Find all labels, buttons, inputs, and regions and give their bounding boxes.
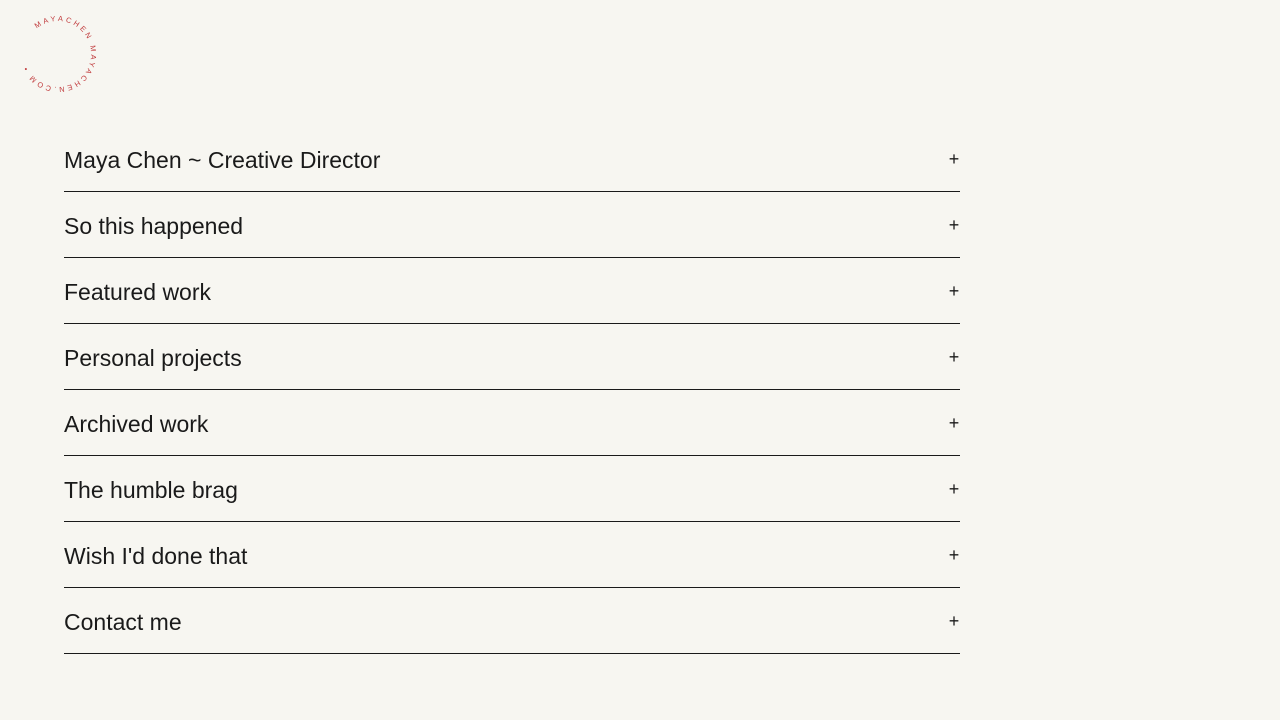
plus-icon[interactable]: + bbox=[948, 347, 960, 367]
plus-icon[interactable]: + bbox=[948, 479, 960, 499]
accordion-item-label: Wish I'd done that bbox=[64, 543, 248, 569]
logo[interactable]: MAYACHEN MAYACHEN.COM • bbox=[16, 12, 100, 96]
accordion-item-label: So this happened bbox=[64, 213, 244, 239]
svg-text:MAYACHEN MAYACHEN.COM •: MAYACHEN MAYACHEN.COM • bbox=[16, 12, 100, 96]
accordion-item[interactable]: Maya Chen ~ Creative Director + bbox=[64, 126, 960, 192]
plus-icon[interactable]: + bbox=[948, 413, 960, 433]
plus-icon[interactable]: + bbox=[948, 611, 960, 631]
accordion-item-label: Personal projects bbox=[64, 345, 242, 371]
accordion-item[interactable]: Personal projects + bbox=[64, 324, 960, 390]
accordion-item-label: Maya Chen ~ Creative Director bbox=[64, 147, 381, 173]
plus-icon[interactable]: + bbox=[948, 545, 960, 565]
accordion-menu: Maya Chen ~ Creative Director + So this ha… bbox=[64, 126, 960, 654]
plus-icon[interactable]: + bbox=[948, 215, 960, 235]
plus-icon[interactable]: + bbox=[948, 149, 960, 169]
accordion-item[interactable]: Wish I'd done that + bbox=[64, 522, 960, 588]
accordion-item[interactable]: So this happened + bbox=[64, 192, 960, 258]
accordion-item[interactable]: Contact me + bbox=[64, 588, 960, 654]
accordion-item-label: Archived work bbox=[64, 411, 209, 437]
plus-icon[interactable]: + bbox=[948, 281, 960, 301]
accordion-item-label: Contact me bbox=[64, 609, 182, 635]
accordion-item[interactable]: Archived work + bbox=[64, 390, 960, 456]
accordion-item-label: The humble brag bbox=[64, 477, 238, 503]
accordion-item-label: Featured work bbox=[64, 279, 212, 305]
accordion-item[interactable]: Featured work + bbox=[64, 258, 960, 324]
accordion-item[interactable]: The humble brag + bbox=[64, 456, 960, 522]
